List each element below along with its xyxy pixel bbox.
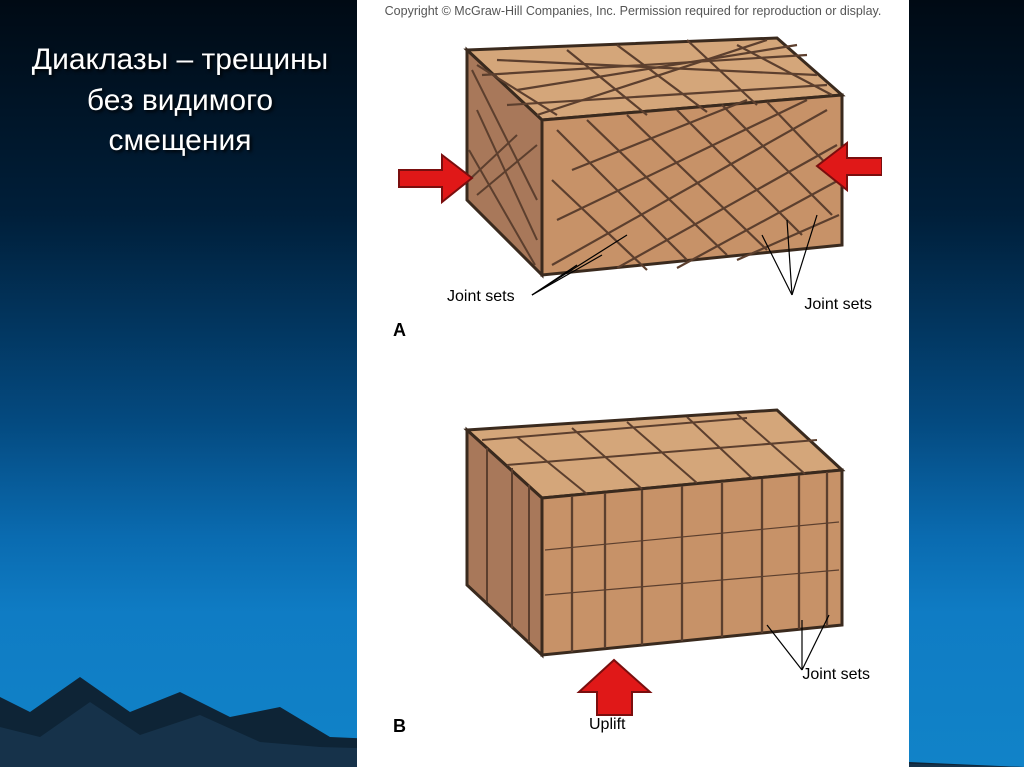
arrow-uplift-icon	[579, 660, 650, 715]
rock-block-a	[467, 38, 842, 275]
panel-b-letter: B	[393, 716, 406, 737]
copyright-text: Copyright © McGraw-Hill Companies, Inc. …	[357, 4, 909, 18]
arrow-left-icon	[399, 155, 472, 202]
label-joint-sets-left: Joint sets	[447, 288, 515, 306]
panel-a-letter: A	[393, 320, 406, 341]
panel-a: Joint sets Joint sets A	[387, 20, 882, 350]
slide-title: Диаклазы – трещины без видимого смещения	[30, 40, 330, 162]
rock-block-b	[467, 410, 842, 655]
panel-b: Joint sets Uplift B	[387, 370, 882, 740]
uplift-label: Uplift	[589, 716, 625, 734]
label-joint-sets-right-b: Joint sets	[802, 666, 870, 684]
label-joint-sets-right-a: Joint sets	[804, 296, 872, 314]
figure-panel: Copyright © McGraw-Hill Companies, Inc. …	[357, 0, 909, 767]
